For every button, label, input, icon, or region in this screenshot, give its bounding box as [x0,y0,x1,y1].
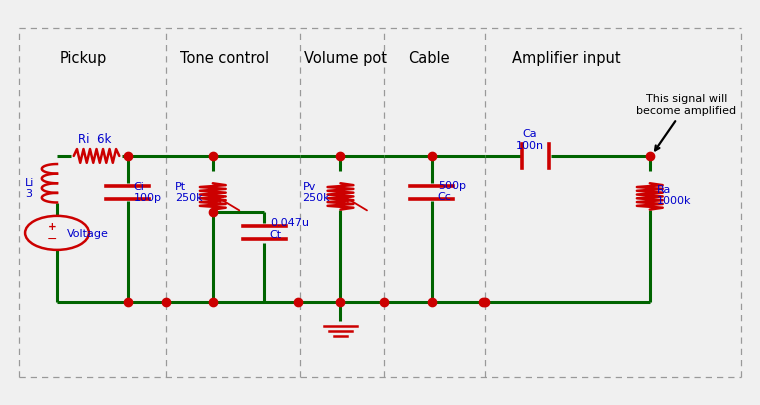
Text: Pt
250k: Pt 250k [175,181,202,203]
Text: Li
3: Li 3 [25,177,34,199]
Text: Volume pot: Volume pot [304,51,388,66]
Text: Ra
1000k: Ra 1000k [657,185,691,207]
Text: Pickup: Pickup [60,51,107,66]
Text: Amplifier input: Amplifier input [512,51,620,66]
Text: Pv
250k: Pv 250k [302,181,330,203]
Text: +: + [48,222,57,232]
Text: 500p
Cc: 500p Cc [438,181,466,202]
Text: This signal will
become amplified: This signal will become amplified [636,94,736,150]
Text: 0.047u
Ct: 0.047u Ct [270,218,309,240]
Text: Ci
100p: Ci 100p [134,181,162,203]
Text: Voltage: Voltage [67,230,109,239]
Text: Tone control: Tone control [179,51,269,66]
Text: −: − [47,232,58,245]
Text: Cable: Cable [409,51,450,66]
Text: Ca
100n: Ca 100n [515,129,544,151]
Text: Ri  6k: Ri 6k [78,133,112,146]
